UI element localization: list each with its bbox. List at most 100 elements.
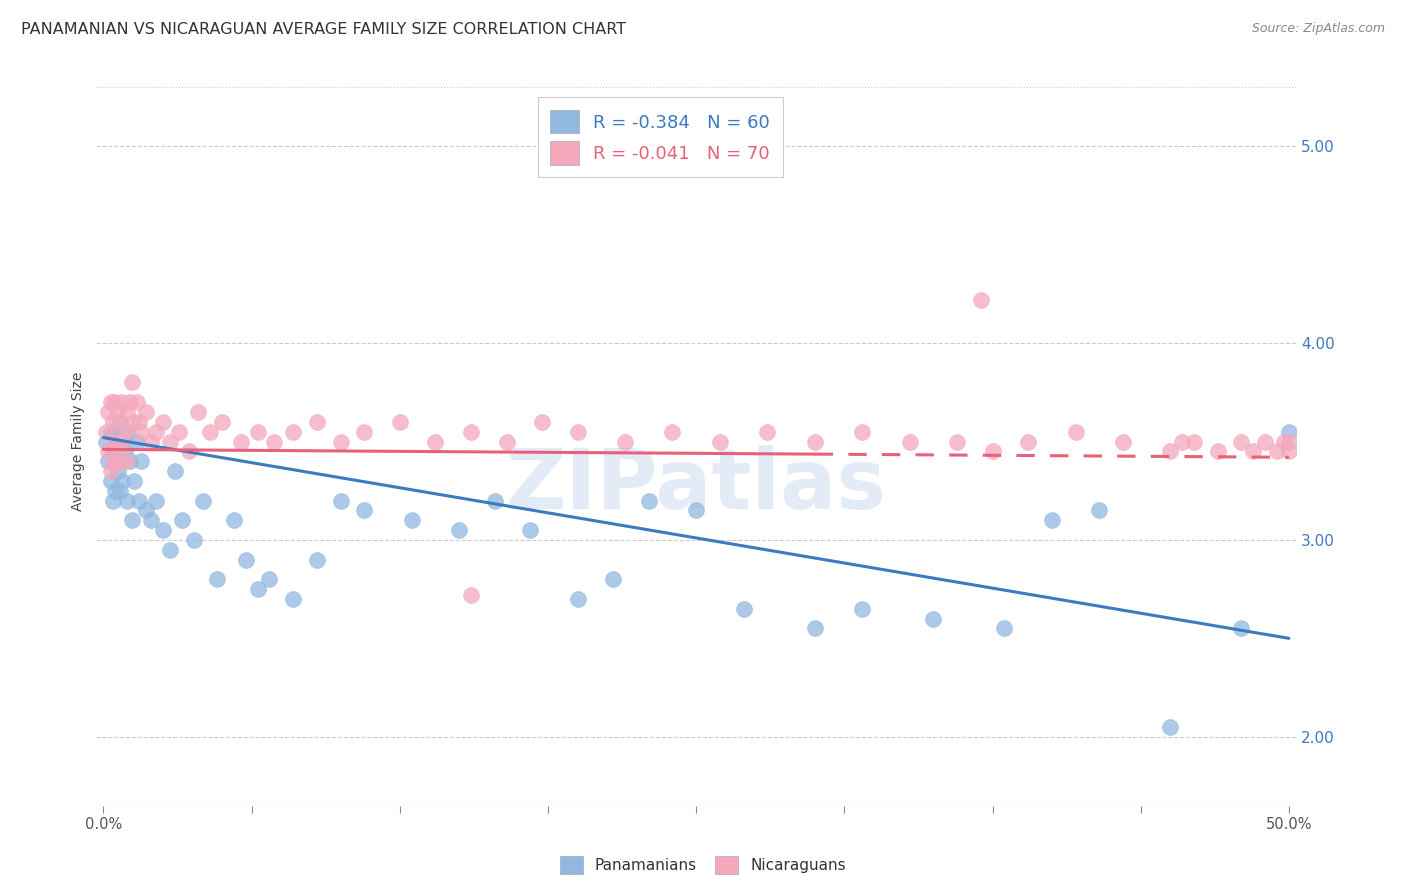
Point — [388, 415, 411, 429]
Point — [531, 415, 554, 429]
Point — [107, 444, 129, 458]
Point — [1230, 434, 1253, 449]
Point — [602, 572, 624, 586]
Point — [401, 513, 423, 527]
Point — [101, 493, 124, 508]
Point — [993, 622, 1015, 636]
Point — [1159, 444, 1181, 458]
Point — [114, 425, 136, 439]
Point — [1230, 622, 1253, 636]
Point — [1112, 434, 1135, 449]
Point — [970, 293, 993, 307]
Point — [124, 415, 146, 429]
Point — [121, 376, 143, 390]
Point — [118, 454, 141, 468]
Point — [329, 493, 352, 508]
Point — [107, 405, 129, 419]
Point — [851, 602, 873, 616]
Point — [305, 415, 328, 429]
Point — [898, 434, 921, 449]
Point — [121, 513, 143, 527]
Point — [100, 425, 122, 439]
Point — [614, 434, 637, 449]
Point — [246, 582, 269, 596]
Point — [191, 493, 214, 508]
Point — [97, 444, 120, 458]
Point — [246, 425, 269, 439]
Point — [281, 591, 304, 606]
Point — [1182, 434, 1205, 449]
Point — [187, 405, 209, 419]
Point — [281, 425, 304, 439]
Point — [1064, 425, 1087, 439]
Point — [1254, 434, 1277, 449]
Point — [108, 415, 131, 429]
Text: PANAMANIAN VS NICARAGUAN AVERAGE FAMILY SIZE CORRELATION CHART: PANAMANIAN VS NICARAGUAN AVERAGE FAMILY … — [21, 22, 626, 37]
Point — [353, 425, 375, 439]
Point — [131, 425, 153, 439]
Point — [177, 444, 200, 458]
Y-axis label: Average Family Size: Average Family Size — [72, 372, 86, 511]
Point — [94, 434, 117, 449]
Point — [1272, 434, 1295, 449]
Point — [107, 464, 129, 478]
Point — [94, 425, 117, 439]
Point — [104, 454, 127, 468]
Point — [637, 493, 659, 508]
Point — [108, 483, 131, 498]
Point — [104, 395, 127, 409]
Point — [198, 425, 221, 439]
Point — [1206, 444, 1229, 458]
Point — [235, 552, 257, 566]
Point — [107, 434, 129, 449]
Point — [484, 493, 506, 508]
Point — [709, 434, 731, 449]
Point — [851, 425, 873, 439]
Point — [449, 523, 471, 537]
Point — [1278, 434, 1301, 449]
Legend: R = -0.384   N = 60, R = -0.041   N = 70: R = -0.384 N = 60, R = -0.041 N = 70 — [537, 97, 783, 178]
Point — [1241, 444, 1264, 458]
Point — [128, 493, 150, 508]
Point — [733, 602, 755, 616]
Point — [104, 434, 127, 449]
Point — [159, 542, 181, 557]
Point — [1040, 513, 1063, 527]
Point — [1159, 720, 1181, 734]
Point — [145, 425, 167, 439]
Point — [125, 434, 148, 449]
Point — [139, 513, 162, 527]
Point — [183, 533, 205, 547]
Point — [128, 415, 150, 429]
Point — [115, 454, 138, 468]
Point — [169, 425, 191, 439]
Text: ZIPatlas: ZIPatlas — [506, 445, 887, 525]
Point — [104, 483, 127, 498]
Point — [100, 464, 122, 478]
Point — [460, 588, 482, 602]
Point — [97, 405, 120, 419]
Point — [661, 425, 683, 439]
Point — [756, 425, 779, 439]
Point — [567, 425, 589, 439]
Point — [111, 474, 134, 488]
Point — [229, 434, 252, 449]
Point — [101, 415, 124, 429]
Point — [495, 434, 517, 449]
Point — [115, 493, 138, 508]
Point — [111, 395, 134, 409]
Point — [118, 395, 141, 409]
Point — [124, 474, 146, 488]
Point — [139, 434, 162, 449]
Point — [114, 444, 136, 458]
Point — [803, 622, 825, 636]
Point — [131, 454, 153, 468]
Point — [981, 444, 1004, 458]
Point — [353, 503, 375, 517]
Point — [115, 405, 138, 419]
Point — [145, 493, 167, 508]
Point — [135, 405, 157, 419]
Point — [108, 454, 131, 468]
Point — [100, 395, 122, 409]
Point — [159, 434, 181, 449]
